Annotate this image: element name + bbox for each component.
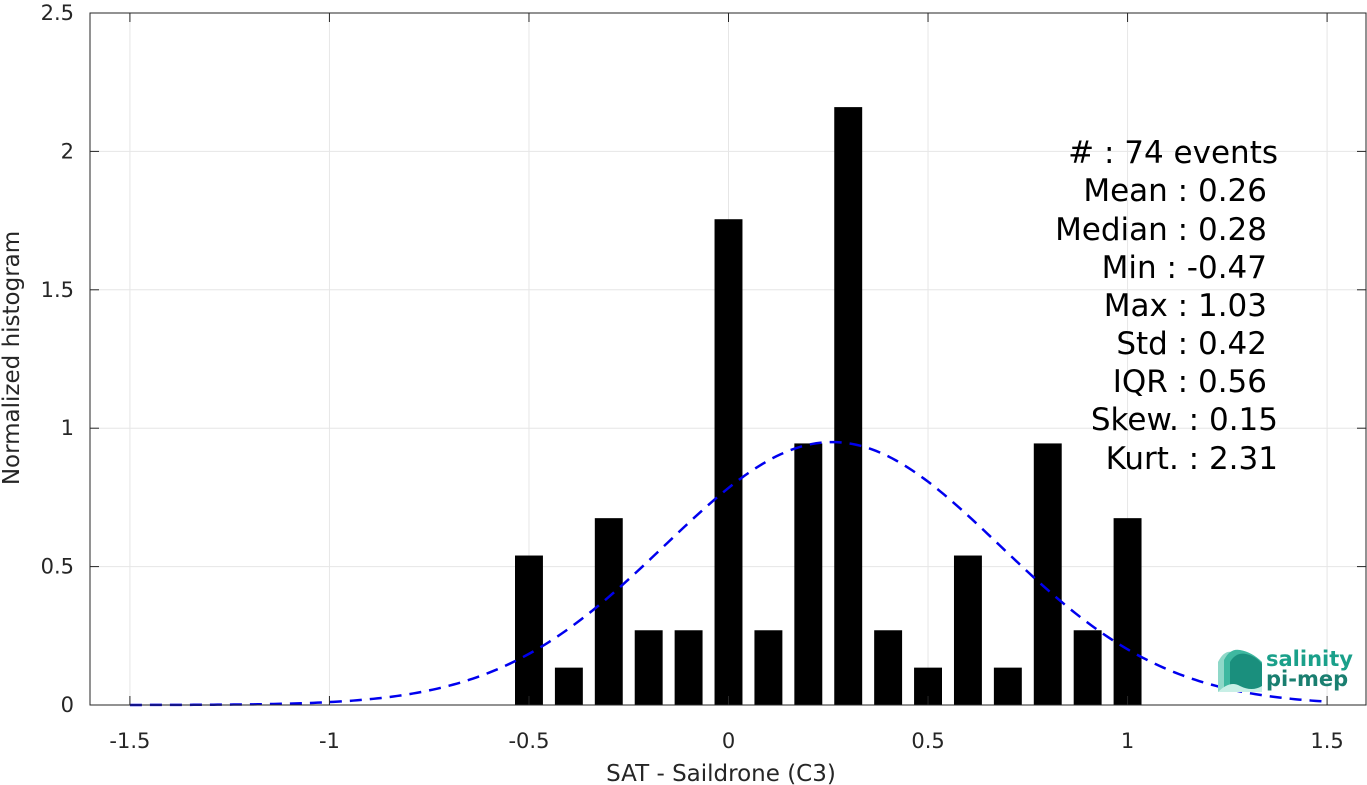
histogram-bar-9 bbox=[874, 630, 903, 705]
logo-text-pi-mep: pi-mep bbox=[1266, 667, 1348, 691]
salinity-pi-mep-logo: salinity pi-mep bbox=[1218, 647, 1353, 692]
histogram-bars bbox=[515, 107, 1142, 705]
wave-logo-icon bbox=[1218, 649, 1262, 692]
normal-fit-curve-group bbox=[129, 440, 1328, 707]
x-tick-label-0: -1.5 bbox=[109, 729, 150, 753]
histogram-bar-14 bbox=[1073, 630, 1102, 705]
axes bbox=[89, 12, 1367, 706]
stats-line-kurt: Kurt. : 2.31 bbox=[1106, 441, 1278, 477]
normal-fit-curve bbox=[129, 440, 1328, 707]
tick-labels: -1.5 -1 -0.5 0 0.5 1 1.5 0 0.5 1 1.5 2 2.5 bbox=[41, 1, 1344, 753]
histogram-bar-15 bbox=[1113, 518, 1142, 705]
stats-line-std: Std : 0.42 bbox=[1116, 326, 1267, 362]
stats-line-median: Median : 0.28 bbox=[1055, 212, 1267, 248]
histogram-bar-7 bbox=[794, 443, 823, 705]
x-tick-label-6: 1.5 bbox=[1310, 729, 1343, 753]
stats-line-mean: Mean : 0.26 bbox=[1083, 173, 1267, 209]
y-tick-label-1: 0.5 bbox=[41, 555, 74, 579]
x-tick-label-4: 0.5 bbox=[911, 729, 944, 753]
histogram-bar-12 bbox=[993, 667, 1022, 705]
stats-line-iqr: IQR : 0.56 bbox=[1113, 364, 1267, 400]
y-tick-label-3: 1.5 bbox=[41, 278, 74, 302]
histogram-bar-6 bbox=[754, 630, 783, 705]
stats-line-max: Max : 1.03 bbox=[1104, 288, 1267, 324]
x-tick-label-2: -0.5 bbox=[508, 729, 549, 753]
histogram-bar-5 bbox=[714, 219, 743, 705]
histogram-bar-2 bbox=[594, 518, 623, 705]
x-axis-title: SAT - Saildrone (C3) bbox=[606, 761, 836, 785]
stats-line-skew: Skew. : 0.15 bbox=[1091, 402, 1278, 438]
y-tick-label-2: 1 bbox=[61, 416, 74, 440]
logo-text-salinity: salinity bbox=[1266, 647, 1353, 671]
histogram-bar-1 bbox=[554, 667, 583, 705]
statistics-box: # : 74 events Mean : 0.26 Median : 0.28 … bbox=[1055, 135, 1278, 477]
y-tick-label-4: 2 bbox=[61, 139, 74, 163]
x-tick-label-1: -1 bbox=[319, 729, 340, 753]
y-tick-label-0: 0 bbox=[61, 693, 74, 717]
y-tick-label-5: 2.5 bbox=[41, 1, 74, 25]
histogram-bar-0 bbox=[515, 555, 543, 705]
stats-line-count: # : 74 events bbox=[1068, 135, 1278, 171]
stats-line-min: Min : -0.47 bbox=[1102, 250, 1267, 286]
x-tick-label-5: 1 bbox=[1121, 729, 1134, 753]
y-axis-title: Normalized histogram bbox=[0, 231, 25, 485]
histogram-bar-4 bbox=[674, 630, 703, 705]
histogram-bar-3 bbox=[634, 630, 663, 705]
x-tick-label-3: 0 bbox=[722, 729, 735, 753]
histogram-bar-8 bbox=[834, 107, 863, 705]
histogram-bar-13 bbox=[1033, 443, 1062, 705]
histogram-bar-11 bbox=[953, 555, 982, 705]
